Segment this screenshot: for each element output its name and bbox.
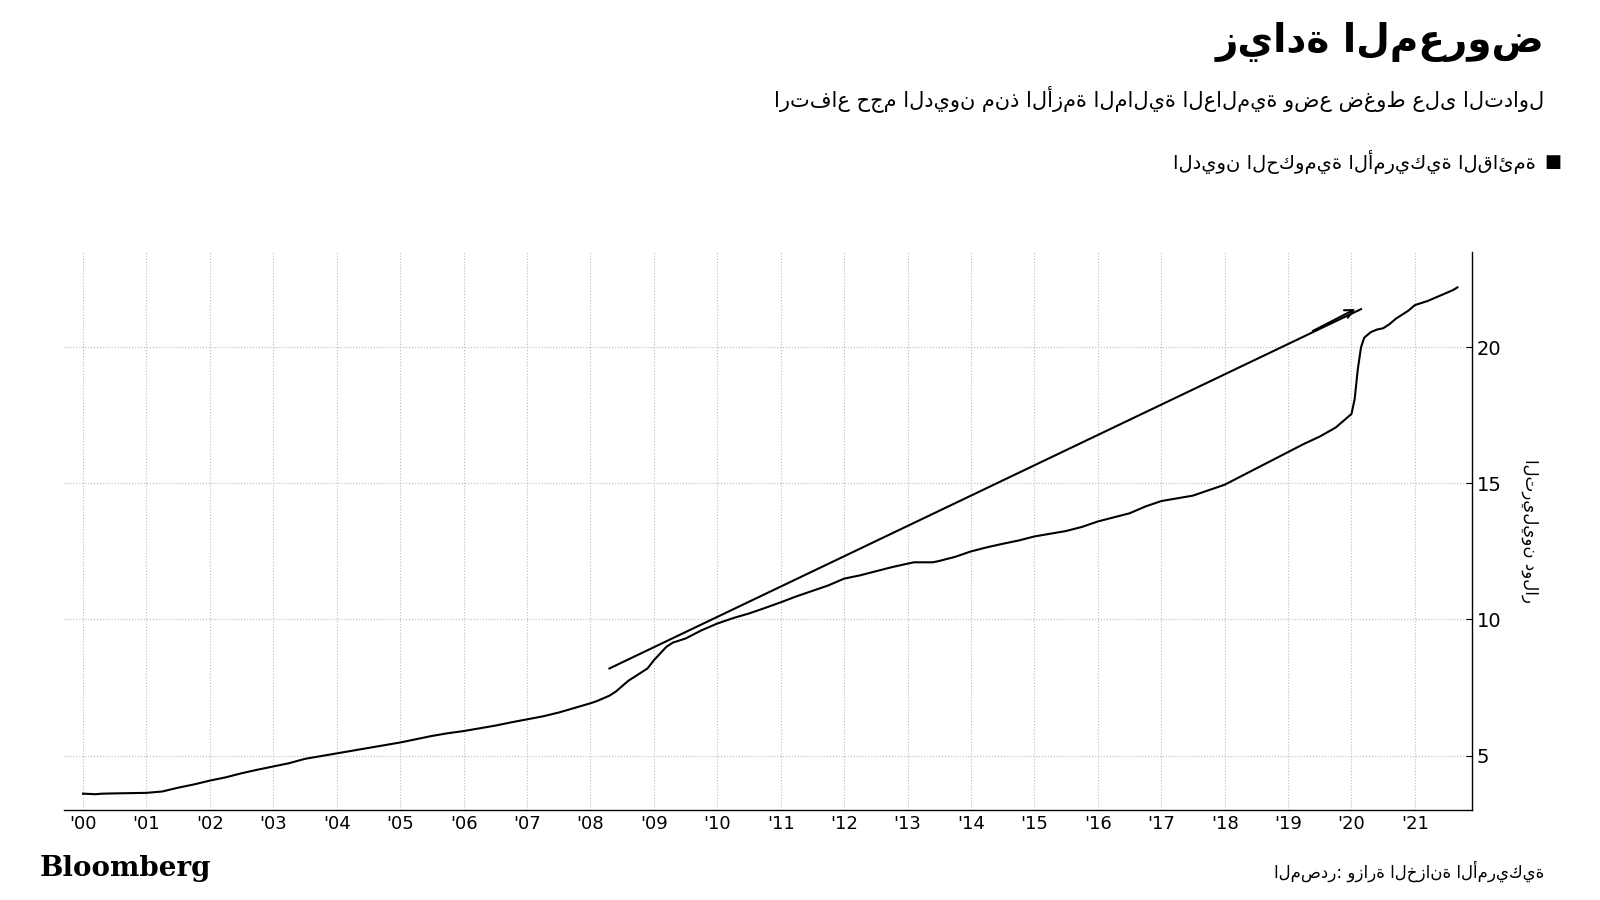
Text: المصدر: وزارة الخزانة الأمريكية: المصدر: وزارة الخزانة الأمريكية	[1274, 860, 1544, 882]
Text: ارتفاع حجم الديون منذ الأزمة المالية العالمية وضع ضغوط على التداول: ارتفاع حجم الديون منذ الأزمة المالية الع…	[774, 86, 1544, 112]
Text: ■: ■	[1544, 153, 1562, 171]
Text: زيادة المعروض: زيادة المعروض	[1216, 22, 1544, 62]
Text: Bloomberg: Bloomberg	[40, 855, 211, 882]
Y-axis label: التريليون دولار: التريليون دولار	[1520, 459, 1539, 603]
Text: الديون الحكومية الأمريكية القائمة: الديون الحكومية الأمريكية القائمة	[1173, 150, 1536, 174]
